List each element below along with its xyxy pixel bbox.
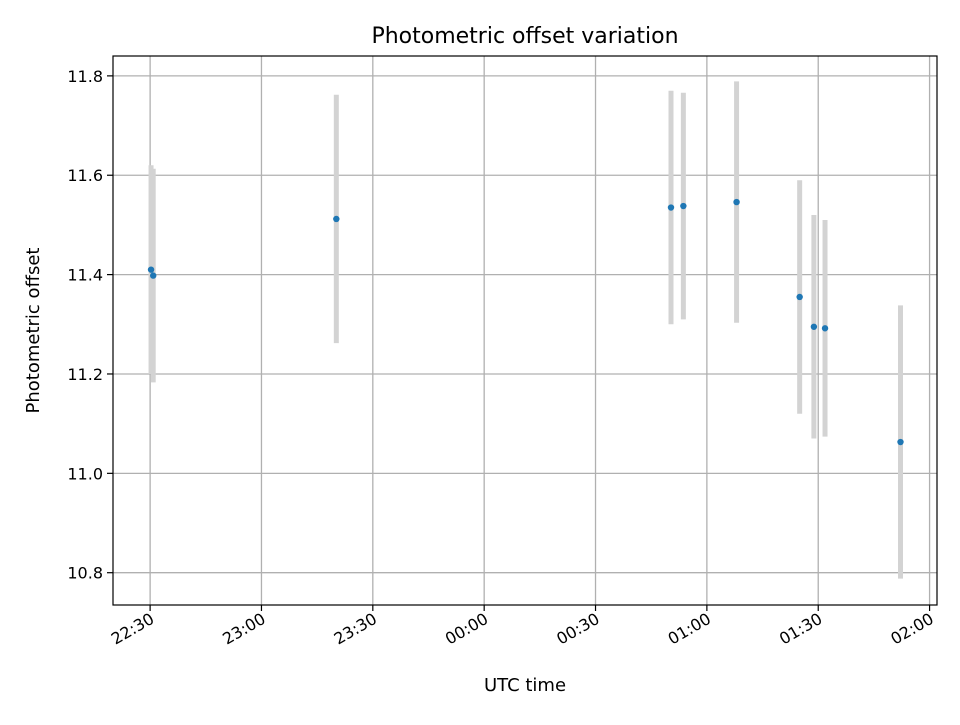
chart-title: Photometric offset variation	[371, 24, 678, 49]
y-tick-label: 11.8	[67, 67, 103, 86]
point-layer	[147, 198, 904, 446]
data-point	[796, 293, 803, 301]
data-point	[897, 438, 904, 446]
data-point	[150, 272, 157, 279]
data-point	[733, 198, 740, 206]
y-axis-label: Photometric offset	[23, 248, 44, 414]
y-tick-label: 11.0	[67, 464, 103, 483]
axes-frame	[112, 55, 938, 606]
data-point	[810, 323, 818, 330]
data-point	[680, 202, 687, 210]
data-point	[147, 266, 155, 273]
data-point	[667, 204, 675, 211]
data-point	[333, 215, 340, 223]
y-tick-label: 11.6	[67, 166, 103, 185]
y-tick-label: 11.2	[67, 365, 103, 384]
x-axis-label: UTC time	[484, 675, 566, 696]
y-tick-label: 11.4	[67, 266, 103, 285]
data-point	[821, 325, 829, 332]
y-tick-label: 10.8	[67, 564, 103, 583]
